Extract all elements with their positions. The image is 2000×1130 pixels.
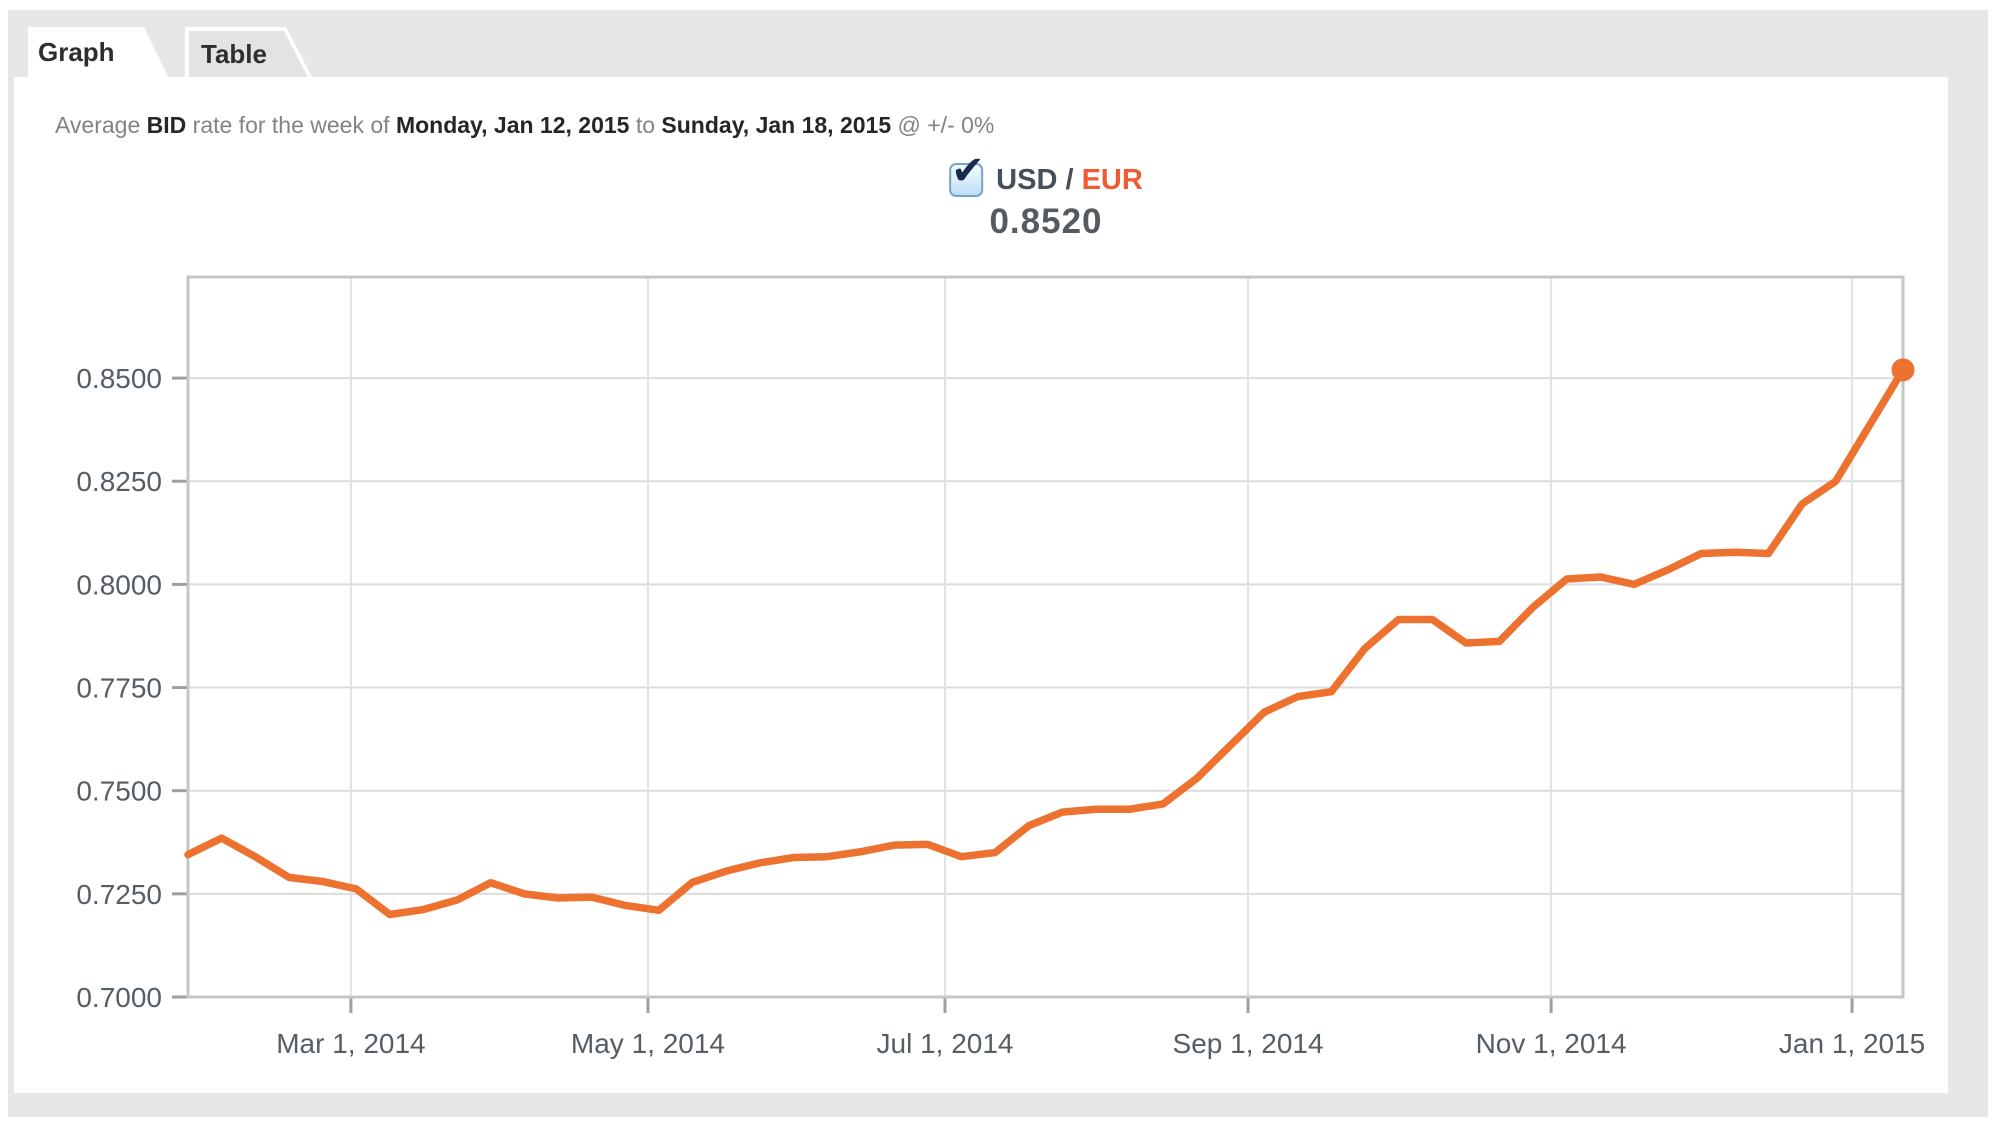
x-axis-label: Sep 1, 2014 <box>1173 1028 1324 1059</box>
subtitle-mid: rate for the week of <box>186 112 396 138</box>
plot-border <box>186 275 1905 999</box>
legend-series-row[interactable]: ✔ USD / EUR <box>949 151 1143 197</box>
x-axis-label: May 1, 2014 <box>571 1028 725 1059</box>
legend: ✔ USD / EUR 0.8520 <box>949 151 1143 242</box>
y-axis-label: 0.7250 <box>76 879 162 910</box>
x-axis-label: Mar 1, 2014 <box>276 1028 425 1059</box>
subtitle-suffix: @ +/- 0% <box>891 112 995 138</box>
y-axis-label: 0.7750 <box>76 673 162 704</box>
page-frame-right <box>1948 77 1988 1093</box>
last-point-marker[interactable] <box>1891 358 1915 382</box>
x-axis-label: Jul 1, 2014 <box>877 1028 1014 1059</box>
page-frame-top <box>8 10 1988 77</box>
subtitle-start-date: Monday, Jan 12, 2015 <box>395 112 630 138</box>
y-axis-label: 0.8000 <box>76 569 162 600</box>
x-axis-label: Nov 1, 2014 <box>1476 1028 1627 1059</box>
y-axis-label: 0.8500 <box>76 363 162 394</box>
pair-quote: EUR <box>1081 163 1143 196</box>
currency-pair-label: USD / EUR <box>996 164 1143 197</box>
subtitle-end-date: Sunday, Jan 18, 2015 <box>661 112 892 138</box>
subtitle-to: to <box>629 112 662 138</box>
tab-graph[interactable]: Graph <box>28 27 168 77</box>
subtitle-prefix: Average <box>55 112 147 138</box>
usd-eur-checkbox[interactable]: ✔ <box>949 151 985 197</box>
pair-base: USD / <box>996 163 1082 196</box>
y-axis-label: 0.8250 <box>76 466 162 497</box>
page-frame-bottom <box>8 1093 1988 1117</box>
subtitle-bid: BID <box>146 112 187 138</box>
y-axis-label: 0.7500 <box>76 776 162 807</box>
tab-table-label: Table <box>201 38 267 69</box>
page-frame-left <box>8 77 14 1093</box>
rate-line-series <box>184 366 1907 919</box>
chart-subtitle: Average BID rate for the week of Monday,… <box>55 112 994 139</box>
y-axis-label: 0.7000 <box>76 982 162 1013</box>
checkmark-icon: ✔ <box>951 148 985 194</box>
current-rate-value: 0.8520 <box>989 202 1103 241</box>
tab-graph-label: Graph <box>38 36 115 67</box>
x-axis-label: Jan 1, 2015 <box>1779 1028 1925 1059</box>
tab-table[interactable]: Table <box>185 27 312 77</box>
